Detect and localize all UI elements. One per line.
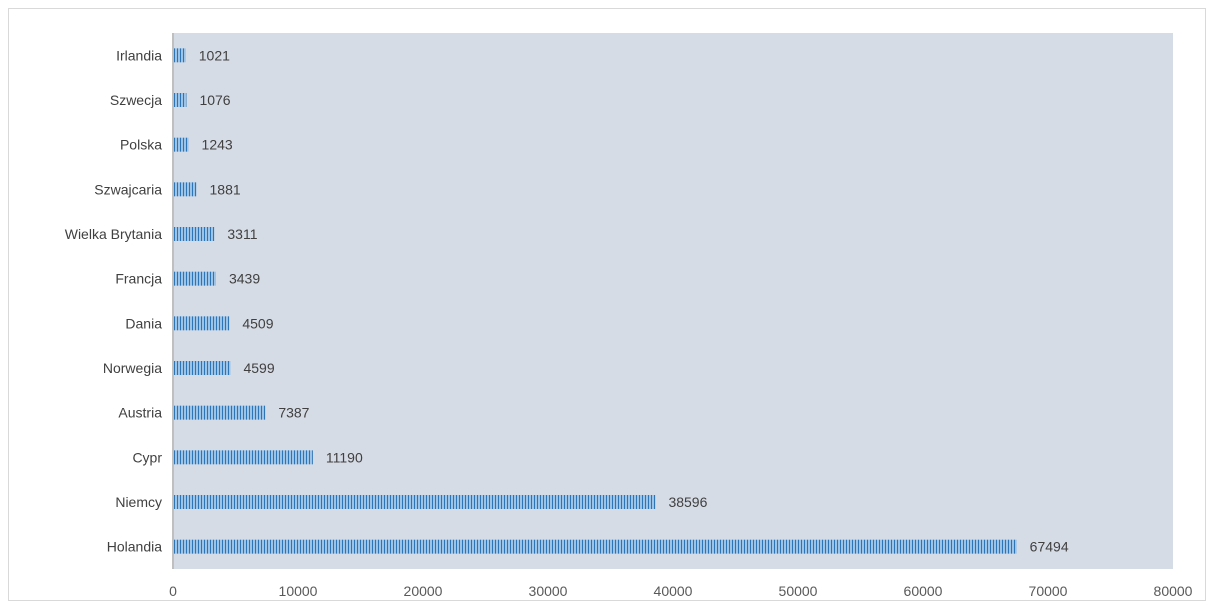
category-label: Dania: [125, 315, 162, 331]
data-label: 1881: [210, 181, 241, 197]
x-tick-label: 80000: [1154, 583, 1193, 599]
category-label: Austria: [118, 405, 162, 421]
bars-layer: [174, 48, 1017, 554]
data-label: 3439: [229, 271, 260, 287]
data-label: 7387: [278, 405, 309, 421]
data-label: 67494: [1030, 539, 1069, 555]
x-tick-label: 70000: [1029, 583, 1068, 599]
category-label: Wielka Brytania: [65, 226, 162, 242]
bar-cypr: [174, 450, 313, 465]
data-label: 11190: [326, 449, 363, 465]
data-label: 1076: [199, 92, 230, 108]
data-label: 4599: [243, 360, 274, 376]
category-label: Polska: [120, 137, 162, 153]
data-label: 4509: [242, 315, 273, 331]
category-labels: Irlandia Szwecja Polska Szwajcaria Wielka Br…: [65, 47, 163, 554]
x-tick-label: 50000: [779, 583, 818, 599]
data-label: 3311: [227, 226, 257, 242]
category-label: Niemcy: [115, 494, 162, 510]
data-label: 38596: [668, 494, 707, 510]
bar-irlandia: [174, 48, 186, 63]
chart-frame: Irlandia Szwecja Polska Szwajcaria Wielka Br…: [8, 8, 1206, 601]
bar-dania: [174, 316, 230, 331]
category-label: Irlandia: [116, 47, 162, 63]
bar-holandia: [174, 539, 1017, 554]
x-tick-label: 40000: [654, 583, 693, 599]
bar-norwegia: [174, 361, 231, 375]
data-label: 1243: [202, 137, 233, 153]
bar-polska: [174, 137, 189, 152]
category-label: Norwegia: [103, 360, 162, 376]
category-label: Szwajcaria: [94, 181, 162, 197]
plot-area: [173, 33, 1173, 569]
bar-szwajcaria: [174, 182, 197, 197]
x-tick-label: 10000: [279, 583, 318, 599]
bar-szwecja: [174, 93, 187, 107]
bar-niemcy: [174, 495, 656, 509]
category-label: Szwecja: [110, 92, 162, 108]
bar-wielka-brytania: [174, 227, 215, 241]
x-tick-label: 20000: [404, 583, 443, 599]
category-label: Cypr: [132, 449, 162, 465]
data-labels: 1021 1076 1243 1881 3311 3439 4509 4599 7387 1119…: [199, 47, 1069, 554]
category-label: Holandia: [107, 539, 162, 555]
bar-austria: [174, 405, 266, 420]
x-tick-label: 0: [169, 583, 177, 599]
category-label: Francja: [115, 271, 162, 287]
x-tick-label: 60000: [904, 583, 943, 599]
bar-chart: Irlandia Szwecja Polska Szwajcaria Wielka Br…: [65, 33, 1193, 599]
x-tick-label: 30000: [529, 583, 568, 599]
x-axis-tick-labels: 0 10000 20000 30000 40000 50000 60000 70000 8000…: [169, 583, 1193, 599]
bar-francja: [174, 271, 216, 286]
data-label: 1021: [199, 47, 230, 63]
